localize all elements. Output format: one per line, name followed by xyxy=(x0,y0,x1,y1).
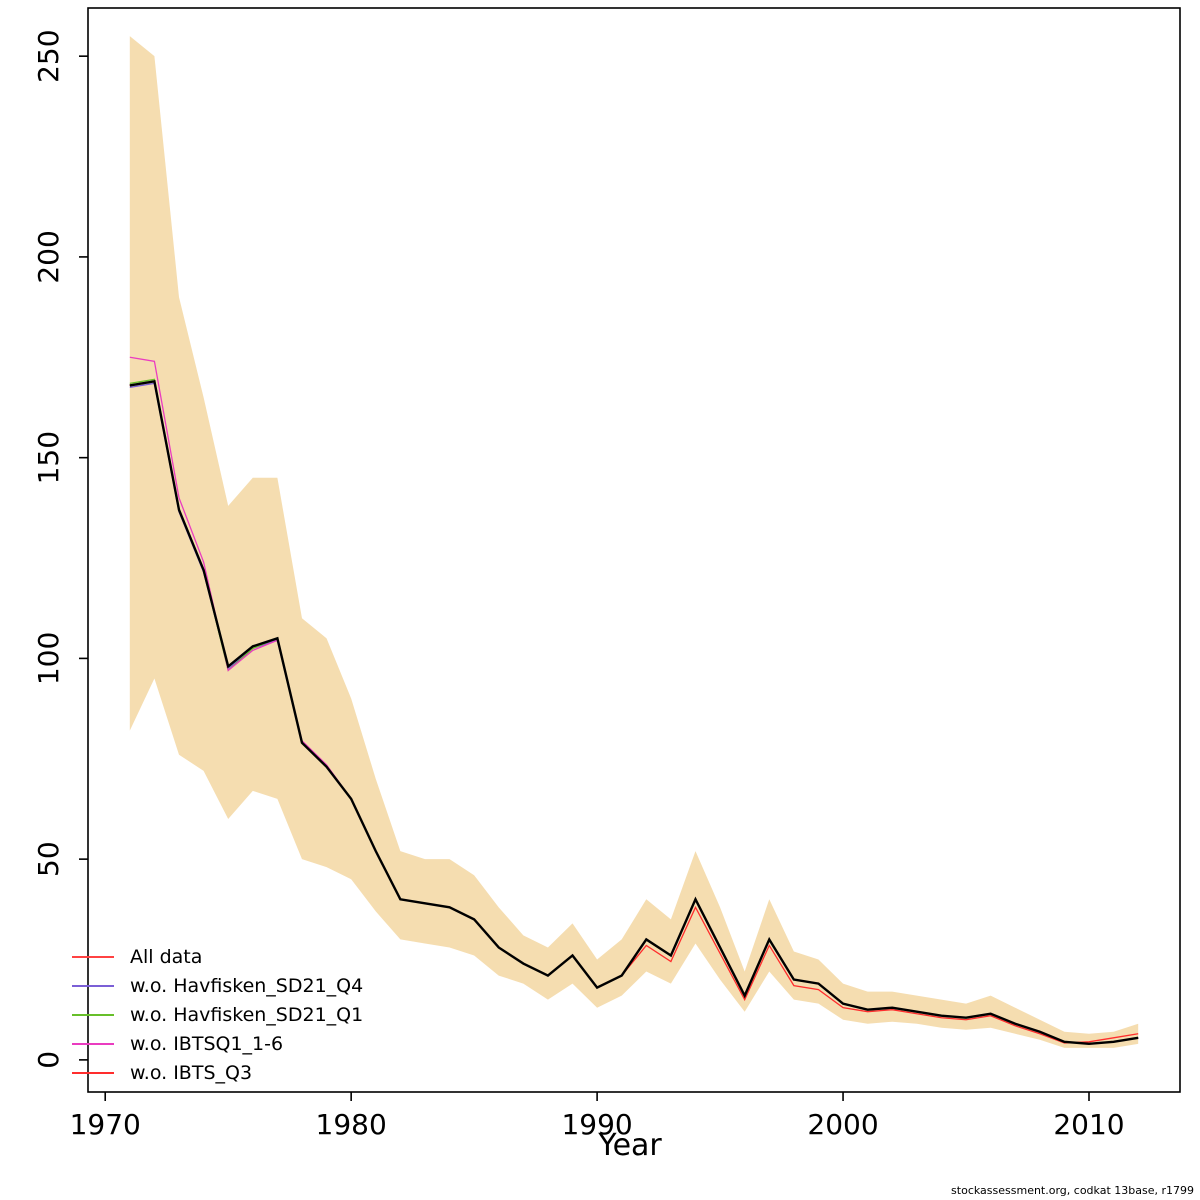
legend-label: w.o. Havfisken_SD21_Q1 xyxy=(130,1004,364,1026)
x-tick-label: 1980 xyxy=(316,1108,387,1141)
central-line xyxy=(129,380,1139,1046)
y-tick-label: 100 xyxy=(32,632,65,685)
y-tick-label: 200 xyxy=(32,230,65,283)
chart-legend: All data w.o. Havfisken_SD21_Q4 w.o. Havfi… xyxy=(72,946,363,1084)
confidence-band xyxy=(129,36,1139,1048)
legend-item-1: w.o. Havfisken_SD21_Q4 xyxy=(72,975,363,997)
y-tick-label: 0 xyxy=(32,1051,65,1069)
legend-line-swatch xyxy=(72,1043,114,1045)
legend-item-0: All data xyxy=(72,946,363,968)
legend-line-swatch xyxy=(72,1014,114,1016)
legend-label: w.o. IBTSQ1_1-6 xyxy=(130,1033,284,1055)
y-tick-label: 250 xyxy=(32,29,65,82)
x-tick-label: 1970 xyxy=(70,1108,141,1141)
legend-line-swatch xyxy=(72,956,114,958)
legend-line-swatch xyxy=(72,1072,114,1074)
legend-item-3: w.o. IBTSQ1_1-6 xyxy=(72,1033,363,1055)
plot-box xyxy=(87,7,1181,1093)
footer-credit: stockassessment.org, codkat 13base, r179… xyxy=(951,1184,1194,1197)
legend-line-swatch xyxy=(72,985,114,987)
y-tick-label: 150 xyxy=(32,431,65,484)
legend-item-2: w.o. Havfisken_SD21_Q1 xyxy=(72,1004,363,1026)
legend-label: w.o. IBTS_Q3 xyxy=(130,1062,253,1084)
legend-label: All data xyxy=(130,946,203,968)
x-tick-label: 2010 xyxy=(1053,1108,1124,1141)
legend-item-4: w.o. IBTS_Q3 xyxy=(72,1062,363,1084)
x-tick-label: 2000 xyxy=(807,1108,878,1141)
x-tick-label: 1990 xyxy=(561,1108,632,1141)
x-axis-title: Year xyxy=(598,1128,662,1163)
legend-label: w.o. Havfisken_SD21_Q4 xyxy=(130,975,364,997)
y-tick-label: 50 xyxy=(32,841,65,877)
